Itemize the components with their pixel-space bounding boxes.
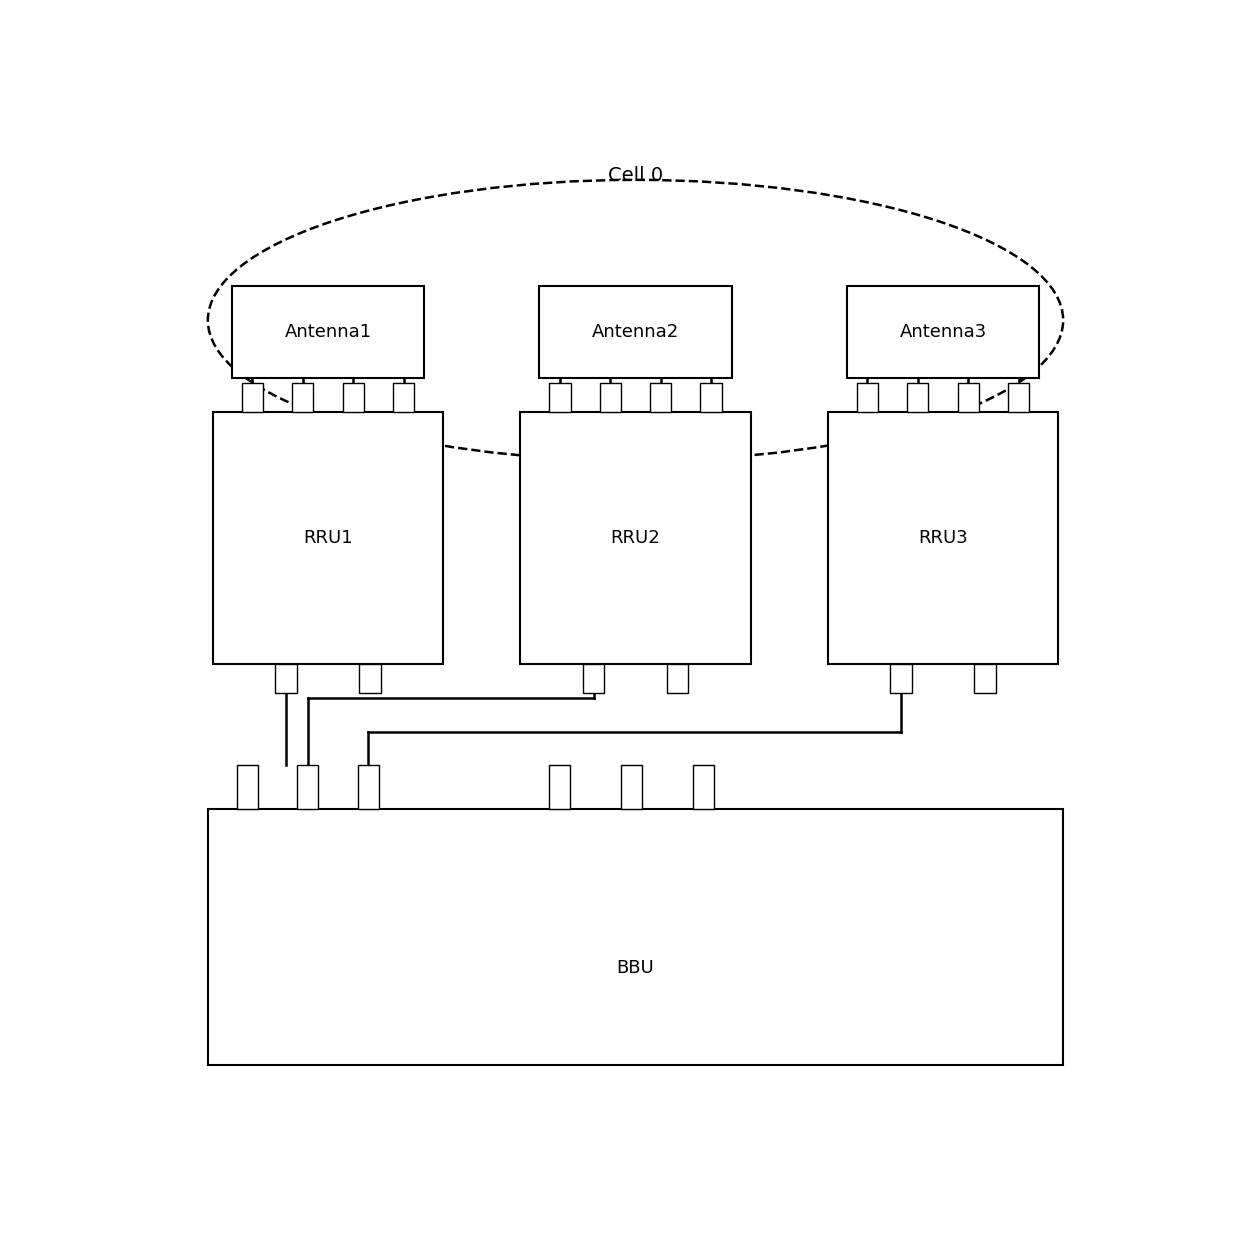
Text: RRU1: RRU1 (303, 529, 353, 547)
FancyBboxPatch shape (342, 383, 363, 412)
FancyBboxPatch shape (847, 287, 1039, 378)
FancyBboxPatch shape (521, 412, 751, 664)
Text: BBU: BBU (616, 959, 655, 977)
FancyBboxPatch shape (693, 766, 714, 810)
Text: RRU3: RRU3 (918, 529, 968, 547)
Text: Antenna2: Antenna2 (591, 323, 680, 342)
FancyBboxPatch shape (213, 412, 444, 664)
FancyBboxPatch shape (600, 383, 621, 412)
FancyBboxPatch shape (890, 664, 911, 693)
FancyBboxPatch shape (957, 383, 978, 412)
FancyBboxPatch shape (908, 383, 929, 412)
FancyBboxPatch shape (208, 810, 1063, 1066)
Text: Antenna1: Antenna1 (284, 323, 372, 342)
FancyBboxPatch shape (393, 383, 414, 412)
FancyBboxPatch shape (583, 664, 604, 693)
FancyBboxPatch shape (549, 383, 570, 412)
Text: Antenna3: Antenna3 (899, 323, 987, 342)
Text: RRU2: RRU2 (610, 529, 661, 547)
FancyBboxPatch shape (549, 766, 570, 810)
FancyBboxPatch shape (1008, 383, 1029, 412)
FancyBboxPatch shape (275, 664, 296, 693)
FancyBboxPatch shape (237, 766, 258, 810)
FancyBboxPatch shape (857, 383, 878, 412)
FancyBboxPatch shape (360, 664, 381, 693)
FancyBboxPatch shape (293, 383, 314, 412)
Text: Cell 0: Cell 0 (608, 166, 663, 185)
FancyBboxPatch shape (298, 766, 319, 810)
FancyBboxPatch shape (667, 664, 688, 693)
FancyBboxPatch shape (701, 383, 722, 412)
FancyBboxPatch shape (828, 412, 1058, 664)
FancyBboxPatch shape (358, 766, 379, 810)
FancyBboxPatch shape (232, 287, 424, 378)
FancyBboxPatch shape (975, 664, 996, 693)
FancyBboxPatch shape (650, 383, 671, 412)
FancyBboxPatch shape (539, 287, 732, 378)
FancyBboxPatch shape (621, 766, 642, 810)
FancyBboxPatch shape (242, 383, 263, 412)
